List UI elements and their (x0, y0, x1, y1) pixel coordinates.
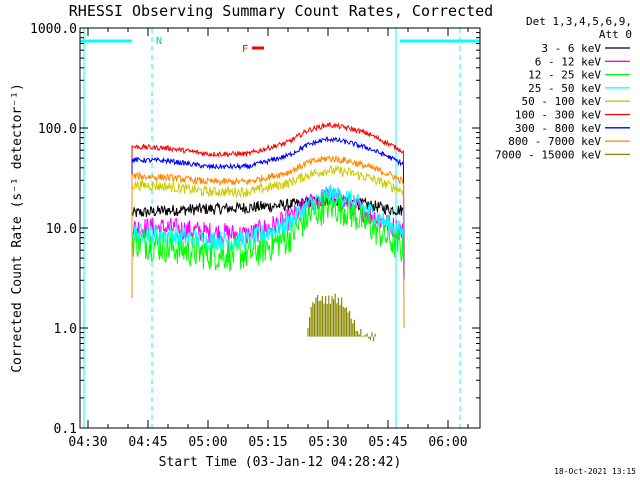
saa-flag-label: N (156, 36, 162, 47)
legend-title-line-1: Det 1,3,4,5,6,9, (526, 15, 632, 28)
y-tick-label-2: 10.0 (46, 222, 77, 237)
x-tick-label-5: 05:45 (368, 435, 407, 450)
x-axis-label: Start Time (03-Jan-12 04:28:42) (159, 455, 402, 470)
legend-label-2: 12 - 25 keV (528, 69, 601, 82)
legend-label-1: 6 - 12 keV (535, 55, 602, 68)
series-line-3 (131, 184, 405, 298)
series-line-2 (131, 191, 405, 298)
legend-label-4: 50 - 100 keV (522, 95, 602, 108)
flare-flag-label: F (242, 44, 248, 55)
x-tick-label-2: 05:00 (188, 435, 227, 450)
y-tick-label-0: 0.1 (54, 422, 77, 437)
legend-label-0: 3 - 6 keV (541, 42, 601, 55)
series-line-8 (307, 293, 376, 342)
x-tick-label-0: 04:30 (68, 435, 107, 450)
series-line-1 (131, 186, 405, 298)
footer-date: 18-Oct-2021 13:15 (554, 467, 636, 476)
x-tick-label-6: 06:00 (428, 435, 467, 450)
series-line-0 (131, 195, 405, 298)
y-axis-label: Corrected Count Rate (s⁻¹ detector⁻¹) (10, 83, 25, 373)
legend-label-5: 100 - 300 keV (515, 109, 601, 122)
y-tick-label-1: 1.0 (54, 322, 77, 337)
legend-label-7: 800 - 7000 keV (508, 135, 601, 148)
y-tick-label-4: 1000.0 (30, 22, 77, 37)
y-tick-label-3: 100.0 (38, 122, 77, 137)
legend-title-line-2: Att 0 (599, 28, 632, 41)
chart-title: RHESSI Observing Summary Count Rates, Co… (69, 2, 493, 20)
legend-label-6: 300 - 800 keV (515, 122, 601, 135)
x-tick-label-4: 05:30 (308, 435, 347, 450)
series-layer (131, 122, 405, 342)
series-line-6 (131, 136, 405, 298)
legend-label-3: 25 - 50 keV (528, 82, 601, 95)
x-tick-label-1: 04:45 (128, 435, 167, 450)
series-line-7 (131, 155, 405, 329)
series-line-5 (131, 122, 405, 298)
x-tick-label-3: 05:15 (248, 435, 287, 450)
x-axis: 04:30 04:45 05:00 05:15 05:30 05:45 06:00 (68, 28, 469, 450)
legend-label-8: 7000 - 15000 keV (495, 148, 601, 161)
y-axis: 0.1 1.0 10.0 100.0 1000.0 (30, 22, 480, 437)
series-line-4 (131, 164, 405, 298)
